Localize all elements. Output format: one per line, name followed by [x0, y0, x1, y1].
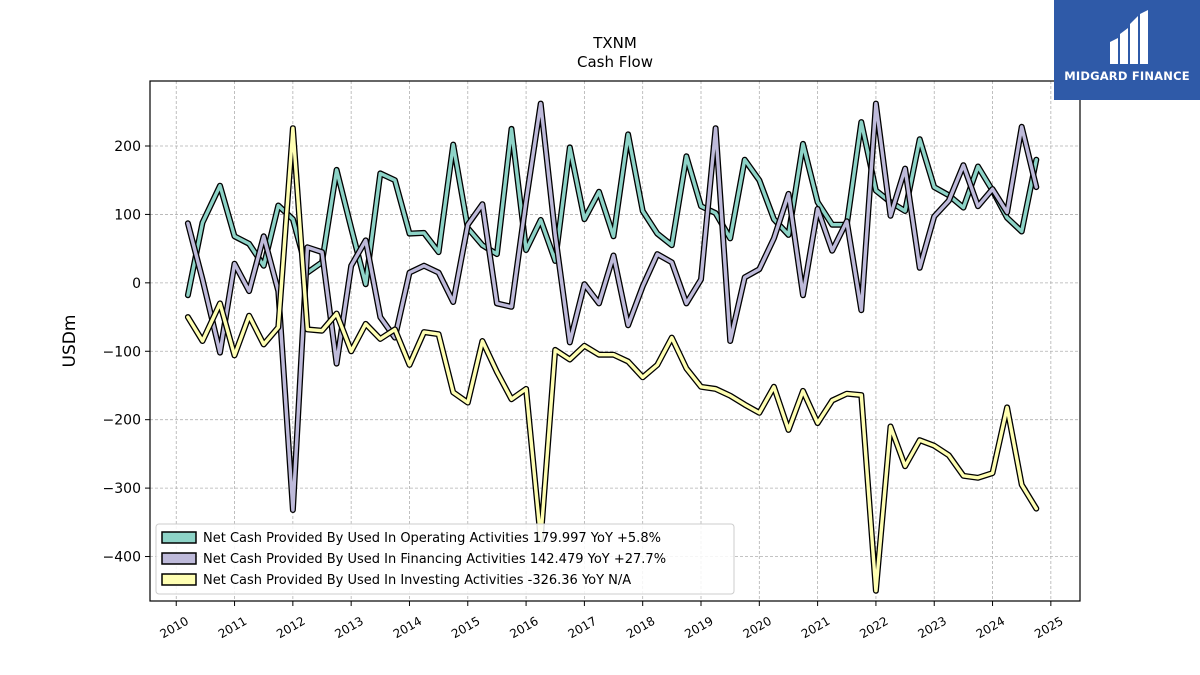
- x-ticks: 2010 2011 2012 2013 2014 2015 2016 2017 2018 2019…: [158, 601, 1066, 641]
- brand-name: MIDGARD FINANCE: [1064, 69, 1190, 83]
- y-tick-label: −400: [103, 550, 141, 566]
- y-tick-label: −200: [103, 413, 141, 429]
- y-tick-label: −300: [103, 481, 141, 497]
- series-2: [184, 100, 1040, 513]
- x-tick-label: 2018: [624, 614, 657, 641]
- x-tick-label: 2019: [682, 614, 715, 641]
- x-tick-label: 2012: [274, 614, 307, 641]
- x-tick-label: 2014: [391, 614, 424, 641]
- series-3: [184, 125, 1040, 594]
- y-tick-label: 100: [114, 207, 141, 223]
- brand-logo: MIDGARD FINANCE: [1054, 0, 1200, 100]
- x-tick-label: 2017: [566, 614, 599, 641]
- x-tick-label: 2010: [158, 614, 191, 641]
- x-tick-label: 2023: [916, 614, 949, 641]
- logo-mark-icon: [1110, 10, 1148, 64]
- legend-label: Net Cash Provided By Used In Investing A…: [203, 573, 631, 588]
- legend-swatch: [161, 531, 197, 544]
- y-ticks: 200 100 0 −100 −200 −300 −400: [103, 139, 150, 566]
- x-tick-label: 2020: [741, 614, 774, 641]
- series-layer: [184, 100, 1040, 594]
- y-tick-label: 200: [114, 139, 141, 155]
- y-axis-label: USDm: [60, 315, 80, 368]
- chart-title: TXNM: [592, 34, 637, 52]
- y-tick-label: 0: [132, 276, 141, 292]
- grid-lines: [150, 81, 1080, 601]
- x-tick-label: 2013: [332, 614, 365, 641]
- x-tick-label: 2022: [857, 614, 890, 641]
- series-line: [186, 126, 1039, 593]
- y-tick-label: −100: [103, 344, 141, 360]
- x-tick-label: 2015: [449, 614, 482, 641]
- x-tick-label: 2021: [799, 614, 832, 641]
- legend-box: [155, 523, 735, 595]
- series-line-outline: [184, 100, 1040, 513]
- legend-swatch: [161, 552, 197, 565]
- legend-label: Net Cash Provided By Used In Operating A…: [203, 531, 661, 546]
- x-tick-label: 2025: [1032, 614, 1065, 641]
- x-tick-label: 2016: [507, 614, 540, 641]
- x-tick-label: 2024: [974, 614, 1007, 641]
- legend: Net Cash Provided By Used In Operating A…: [155, 523, 735, 595]
- series-line: [186, 101, 1039, 512]
- legend-swatch: [161, 573, 197, 586]
- plot-frame: [149, 80, 1081, 602]
- x-tick-label: 2011: [216, 614, 249, 641]
- chart-subtitle: Cash Flow: [577, 53, 653, 71]
- legend-label: Net Cash Provided By Used In Financing A…: [203, 552, 666, 567]
